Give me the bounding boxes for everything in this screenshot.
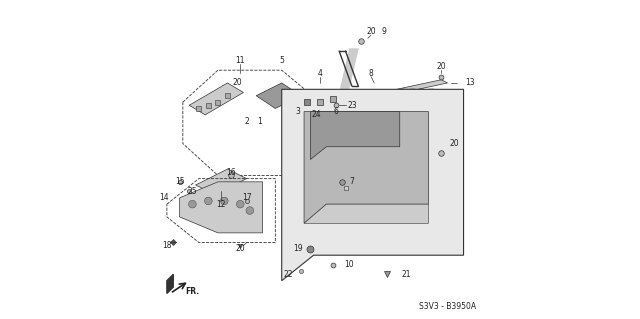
Text: 7: 7 bbox=[349, 177, 355, 186]
Text: 9: 9 bbox=[381, 27, 386, 36]
Circle shape bbox=[205, 197, 212, 205]
Text: 20: 20 bbox=[232, 78, 242, 87]
Polygon shape bbox=[304, 112, 428, 223]
Polygon shape bbox=[167, 274, 173, 293]
Polygon shape bbox=[397, 80, 447, 93]
Text: 22: 22 bbox=[284, 270, 293, 279]
Text: 19: 19 bbox=[293, 244, 303, 253]
Text: 3: 3 bbox=[295, 107, 300, 116]
Text: 12: 12 bbox=[216, 200, 226, 209]
Text: 5: 5 bbox=[279, 56, 284, 65]
Text: 20: 20 bbox=[236, 244, 245, 253]
Text: 4: 4 bbox=[317, 69, 323, 78]
Circle shape bbox=[220, 197, 228, 205]
Text: 14: 14 bbox=[159, 193, 168, 202]
Circle shape bbox=[246, 207, 253, 214]
Bar bbox=[196, 106, 202, 111]
Text: 11: 11 bbox=[236, 56, 245, 65]
Text: 10: 10 bbox=[344, 260, 353, 269]
Bar bbox=[429, 89, 434, 93]
Bar bbox=[216, 100, 220, 105]
Bar bbox=[420, 89, 424, 93]
Text: 20: 20 bbox=[366, 27, 376, 36]
Text: 6: 6 bbox=[333, 107, 339, 116]
Polygon shape bbox=[282, 89, 463, 281]
Text: 15: 15 bbox=[175, 177, 184, 186]
Bar bbox=[410, 89, 415, 93]
Bar bbox=[225, 93, 230, 98]
Text: 13: 13 bbox=[465, 78, 475, 87]
Text: 23: 23 bbox=[347, 101, 356, 110]
Polygon shape bbox=[180, 182, 262, 233]
Bar bbox=[401, 89, 405, 93]
Polygon shape bbox=[196, 169, 246, 195]
Text: 18: 18 bbox=[162, 241, 172, 250]
Polygon shape bbox=[256, 83, 301, 108]
Circle shape bbox=[189, 200, 196, 208]
Text: 25: 25 bbox=[188, 187, 197, 196]
Text: 1: 1 bbox=[257, 117, 262, 126]
Text: 20: 20 bbox=[436, 63, 446, 71]
Text: 24: 24 bbox=[312, 110, 322, 119]
Circle shape bbox=[236, 200, 244, 208]
Polygon shape bbox=[310, 112, 400, 160]
Text: 8: 8 bbox=[369, 69, 373, 78]
Text: 20: 20 bbox=[449, 139, 459, 148]
Text: S3V3 - B3950A: S3V3 - B3950A bbox=[419, 302, 476, 311]
Text: 21: 21 bbox=[401, 270, 411, 279]
Bar bbox=[206, 103, 211, 108]
Polygon shape bbox=[304, 204, 428, 223]
Text: 2: 2 bbox=[244, 117, 249, 126]
Text: 17: 17 bbox=[242, 193, 252, 202]
Text: FR.: FR. bbox=[186, 287, 200, 296]
Text: 16: 16 bbox=[226, 168, 236, 177]
Polygon shape bbox=[189, 83, 243, 115]
